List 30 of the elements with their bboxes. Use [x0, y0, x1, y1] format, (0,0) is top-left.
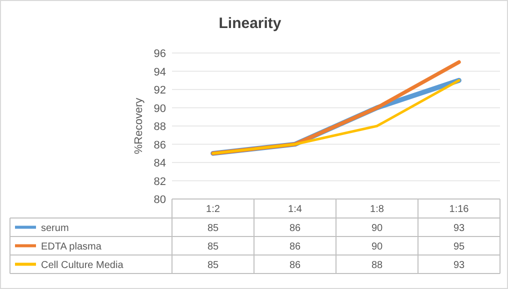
y-tick-label: 90 [154, 102, 166, 115]
y-tick-label: 96 [154, 48, 166, 60]
legend-label: EDTA plasma [41, 242, 102, 252]
x-tick-label: 1:4 [288, 204, 302, 215]
y-tick-label: 88 [154, 121, 166, 133]
y-tick-label: 86 [154, 139, 166, 152]
y-tick-label: 80 [154, 194, 166, 206]
legend-label: Cell Culture Media [41, 260, 124, 271]
y-axis-title: %Recovery [133, 97, 145, 154]
data-label: 85 [207, 260, 219, 271]
data-label: 85 [207, 223, 219, 234]
y-tick-label: 84 [154, 158, 166, 170]
legend-label: serum [41, 223, 69, 234]
data-label: 85 [207, 242, 219, 252]
data-label: 86 [289, 242, 301, 252]
data-label: 93 [453, 223, 465, 234]
chart-title: Linearity [218, 15, 282, 32]
y-tick-label: 92 [154, 84, 166, 96]
data-label: 88 [371, 260, 383, 271]
data-label: 86 [289, 223, 301, 234]
data-label: 86 [289, 260, 301, 271]
data-label: 90 [371, 242, 383, 252]
y-tick-label: 94 [154, 66, 166, 78]
data-label: 95 [453, 242, 465, 252]
x-tick-label: 1:2 [206, 204, 220, 215]
data-label: 90 [371, 223, 383, 234]
x-tick-label: 1:8 [370, 204, 384, 215]
x-tick-label: 1:16 [449, 204, 470, 215]
y-tick-label: 82 [154, 176, 166, 188]
data-label: 93 [453, 260, 465, 271]
